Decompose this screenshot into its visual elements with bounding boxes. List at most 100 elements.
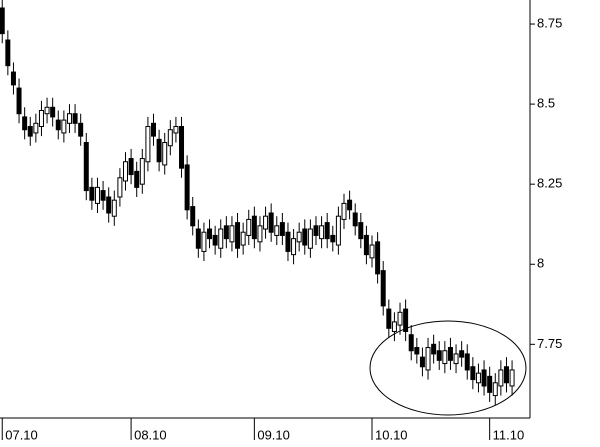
candle-body — [173, 126, 179, 134]
x-tick-label: 11.10 — [493, 427, 525, 442]
candle-body — [503, 366, 509, 384]
candle-body — [291, 238, 297, 256]
candle-body — [106, 196, 112, 214]
candle-body — [459, 350, 465, 358]
candle-body — [358, 222, 364, 240]
candle-body — [5, 39, 11, 67]
candle-body — [212, 234, 218, 246]
candle-body — [492, 382, 498, 397]
candle-body — [330, 234, 336, 243]
candle-body — [94, 186, 100, 204]
candle-body — [335, 215, 341, 246]
candle-body — [442, 350, 448, 365]
candle-body — [436, 350, 442, 361]
highlight-ellipse — [369, 320, 527, 416]
candle-body — [33, 122, 39, 134]
candle-body — [431, 343, 437, 355]
candle-body — [453, 353, 459, 365]
candle-body — [257, 225, 263, 243]
candle-body — [0, 7, 5, 35]
candle-body — [145, 126, 151, 163]
candle-body — [111, 199, 117, 217]
candle-body — [89, 186, 95, 201]
candle-body — [307, 228, 313, 249]
candle-body — [447, 347, 453, 361]
candle-body — [66, 113, 72, 124]
candle-body — [419, 356, 425, 368]
candle-body — [162, 142, 168, 166]
candle-body — [100, 190, 106, 201]
candle-body — [201, 231, 207, 252]
candle-body — [195, 228, 201, 249]
candle-body — [509, 369, 515, 387]
x-tick-label: 09.10 — [257, 427, 290, 442]
y-tick-label: 7.75 — [537, 336, 562, 351]
candle-body — [375, 241, 381, 275]
candle-body — [223, 225, 229, 240]
candle-body — [78, 122, 84, 137]
candle-body — [302, 228, 308, 246]
candle-body — [414, 347, 420, 355]
candle-body — [397, 311, 403, 326]
candle-body — [347, 199, 353, 211]
candle-body — [274, 225, 280, 236]
candle-body — [218, 228, 224, 249]
candle-body — [391, 321, 397, 333]
candle-body — [296, 231, 302, 243]
candle-body — [246, 218, 252, 236]
x-tick-label: 08.10 — [134, 427, 167, 442]
candle-body — [263, 215, 269, 230]
candle-body — [229, 225, 235, 243]
candle-body — [10, 71, 16, 86]
candle-body — [27, 126, 33, 137]
candle-body — [341, 202, 347, 220]
candle-body — [498, 369, 504, 387]
candle-body — [151, 122, 157, 137]
candle-body — [16, 87, 22, 115]
candle-body — [190, 206, 196, 227]
candle-body — [268, 212, 274, 233]
candle-body — [470, 366, 476, 381]
candle-body — [179, 126, 185, 169]
y-tick-label: 8.25 — [537, 176, 562, 191]
candle-body — [425, 347, 431, 371]
candle-body — [122, 161, 128, 182]
candle-body — [134, 170, 140, 188]
candle-body — [313, 225, 319, 236]
candle-body — [55, 119, 61, 131]
candle-body — [380, 270, 386, 307]
candle-body — [83, 142, 89, 192]
candle-body — [487, 375, 493, 393]
candle-body — [408, 334, 414, 352]
y-tick-label: 8 — [537, 256, 544, 271]
candle-body — [235, 222, 241, 249]
x-tick-label: 10.10 — [375, 427, 408, 442]
candle-body — [44, 106, 50, 115]
candle-body — [475, 372, 481, 384]
candle-body — [363, 234, 369, 256]
candle-body — [240, 231, 246, 246]
candle-body — [285, 231, 291, 252]
candle-body — [352, 212, 358, 227]
candle-body — [386, 308, 392, 329]
candle-body — [251, 215, 257, 240]
candle-body — [403, 308, 409, 333]
candle-body — [184, 164, 190, 211]
x-tick-label: 07.10 — [5, 427, 38, 442]
candle-body — [324, 222, 330, 240]
candle-body — [22, 116, 28, 131]
candle-body — [167, 129, 173, 147]
candle-body — [464, 353, 470, 371]
candle-body — [128, 158, 134, 176]
candle-body — [50, 106, 56, 118]
candle-body — [319, 225, 325, 240]
candle-body — [117, 177, 123, 198]
candle-body — [481, 369, 487, 387]
candle-body — [279, 222, 285, 236]
candle-body — [207, 228, 213, 240]
y-tick-label: 8.5 — [537, 96, 555, 111]
candle-body — [156, 138, 162, 163]
candle-body — [38, 110, 44, 128]
candle-body — [369, 244, 375, 259]
